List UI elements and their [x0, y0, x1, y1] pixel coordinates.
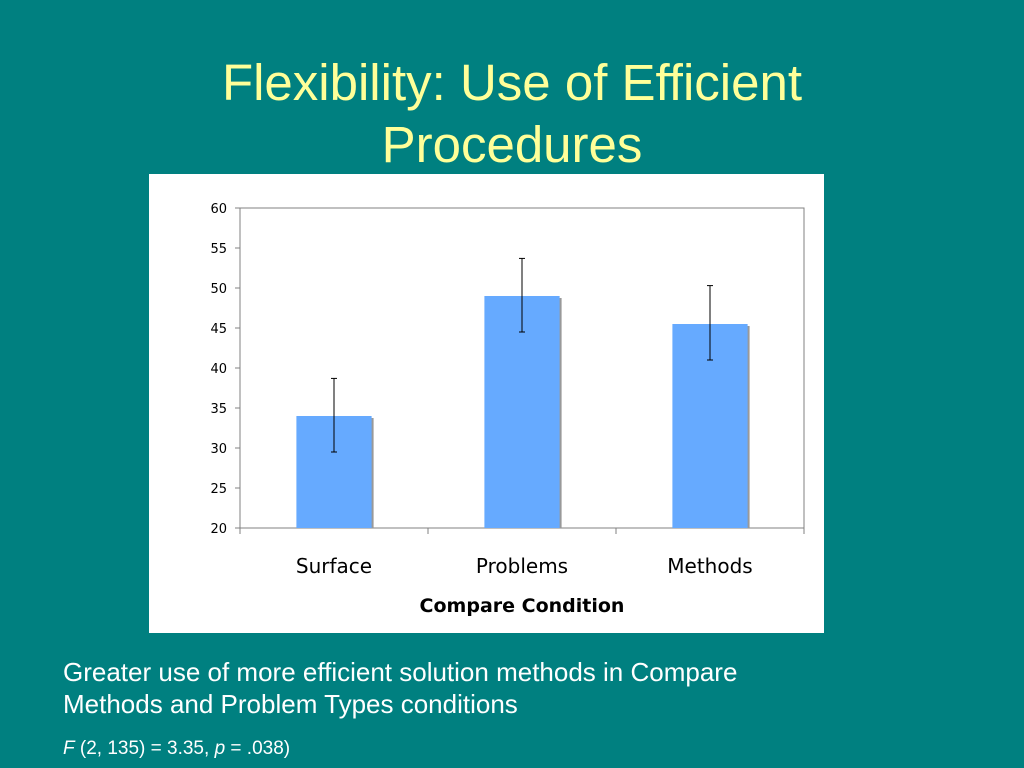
x-axis-title: Compare Condition — [420, 595, 625, 617]
y-tick-label: 20 — [210, 522, 227, 537]
slide-title: Flexibility: Use of Efficient Procedures — [0, 52, 1024, 176]
stats-f-text: (2, 135) = 3.35, — [74, 738, 215, 759]
y-tick-label: 60 — [210, 202, 227, 217]
bar-problems — [484, 296, 560, 528]
x-tick-label: Surface — [296, 554, 372, 578]
error-bars-group — [331, 257, 713, 453]
caption-line-1: Greater use of more efficient solution m… — [63, 657, 738, 687]
title-line-1: Flexibility: Use of Efficient — [221, 54, 803, 111]
y-tick-label: 30 — [210, 442, 227, 457]
y-tick-label: 45 — [210, 322, 227, 337]
y-tick-label: 50 — [210, 282, 227, 297]
title-line-2: Procedures — [381, 116, 643, 173]
y-axis: 20 25 30 35 40 45 50 55 60 — [210, 202, 240, 537]
caption-line-2: Methods and Problem Types conditions — [63, 689, 518, 719]
caption: Greater use of more efficient solution m… — [63, 656, 1003, 720]
x-axis: Surface Problems Methods — [239, 528, 805, 578]
x-tick-label: Problems — [476, 554, 568, 578]
y-tick-label: 40 — [210, 362, 227, 377]
stats-line: F (2, 135) = 3.35, p = .038) — [63, 737, 290, 761]
y-tick-label: 35 — [210, 402, 227, 417]
stats-f-symbol: F — [63, 738, 75, 759]
y-tick-label: 25 — [210, 482, 227, 497]
stats-p-symbol: p — [214, 738, 226, 759]
chart-panel: 20 25 30 35 40 45 50 55 60 Surface Problems Method… — [149, 174, 824, 633]
x-tick-label: Methods — [667, 554, 752, 578]
y-tick-label: 55 — [210, 242, 227, 257]
bar-chart: 20 25 30 35 40 45 50 55 60 Surface Problems Method… — [210, 202, 805, 617]
bars-group — [296, 296, 750, 528]
stats-p-text: = .038) — [225, 738, 291, 759]
